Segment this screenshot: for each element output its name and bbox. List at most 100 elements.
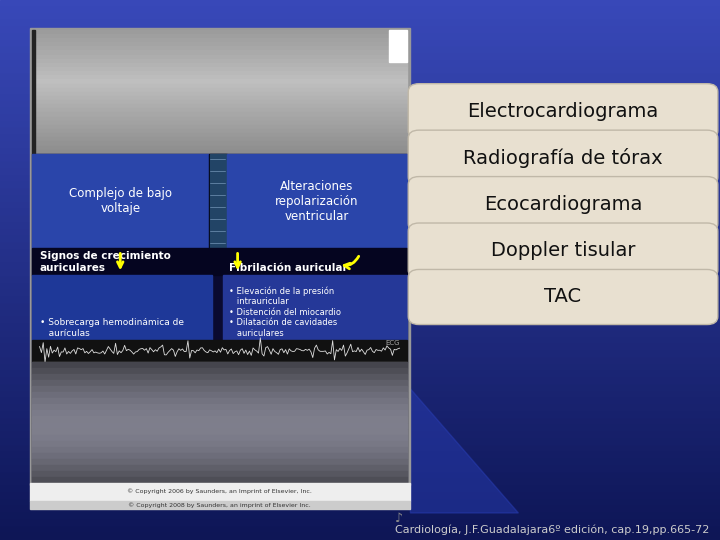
Bar (32, 399, 407, 404)
Bar (0, 135, 720, 141)
Bar (0, 317, 720, 324)
Bar (0, 128, 720, 135)
Bar (32, 79, 407, 84)
Bar (0, 222, 720, 230)
Bar (0, 345, 720, 351)
Bar (32, 477, 407, 483)
FancyBboxPatch shape (408, 223, 718, 278)
Bar (32, 34, 407, 38)
Bar (0, 243, 720, 249)
Bar (30, 501, 410, 509)
Bar (32, 374, 407, 380)
Bar (32, 340, 407, 362)
Bar (30, 483, 410, 501)
Text: Electrocardiograma: Electrocardiograma (467, 102, 659, 121)
Polygon shape (308, 410, 410, 470)
Bar (0, 303, 720, 310)
Bar (32, 129, 407, 133)
Bar (0, 310, 720, 317)
Bar (0, 392, 720, 399)
Bar (0, 183, 720, 189)
Bar (32, 104, 407, 109)
Bar (0, 446, 720, 453)
Bar (32, 423, 407, 429)
Bar (0, 378, 720, 384)
Bar (0, 500, 720, 507)
Bar (32, 453, 407, 459)
Bar (32, 67, 407, 71)
Bar (32, 137, 407, 141)
Bar (32, 46, 407, 50)
Bar (0, 216, 720, 222)
Bar (30, 28, 410, 485)
Text: • Sobrecarga hemodinámica de
   aurículas: • Sobrecarga hemodinámica de aurículas (40, 318, 184, 338)
Bar (32, 100, 407, 104)
Bar (227, 154, 407, 248)
Bar (0, 141, 720, 149)
Bar (0, 351, 720, 357)
Bar (32, 63, 407, 67)
Text: Ecocardiograma: Ecocardiograma (484, 194, 642, 214)
Text: Complejo de bajo
voltaje: Complejo de bajo voltaje (69, 187, 172, 215)
Bar (0, 122, 720, 128)
Bar (32, 416, 407, 422)
Bar (0, 6, 720, 14)
Bar (0, 108, 720, 115)
FancyBboxPatch shape (408, 84, 718, 139)
Bar (0, 27, 720, 33)
Bar (32, 362, 407, 483)
Bar (32, 121, 407, 125)
Bar (0, 330, 720, 338)
Bar (0, 297, 720, 303)
Bar (32, 30, 35, 154)
Bar (0, 202, 720, 209)
Bar (32, 380, 407, 386)
Bar (0, 54, 720, 60)
Bar (32, 92, 407, 96)
Bar (32, 429, 407, 435)
Bar (0, 60, 720, 68)
Bar (0, 418, 720, 426)
Bar (32, 150, 407, 154)
Bar (0, 411, 720, 418)
Bar (0, 0, 720, 6)
Bar (0, 94, 720, 102)
Bar (0, 87, 720, 94)
Bar (0, 284, 720, 291)
Bar (0, 33, 720, 40)
Bar (32, 362, 407, 368)
Bar (32, 248, 407, 275)
Bar (32, 96, 407, 100)
Bar (32, 386, 407, 392)
Bar (32, 154, 209, 248)
Text: © Copyright 2008 by Saunders, an imprint of Elsevier Inc.: © Copyright 2008 by Saunders, an imprint… (128, 503, 311, 508)
Bar (0, 256, 720, 263)
Bar (32, 141, 407, 146)
Bar (32, 38, 407, 42)
Bar (0, 291, 720, 297)
Bar (32, 447, 407, 453)
Bar (32, 50, 407, 55)
Bar (32, 112, 407, 117)
Bar (0, 438, 720, 445)
Bar (32, 404, 407, 410)
Bar (32, 465, 407, 471)
Bar (0, 364, 720, 372)
Bar (0, 168, 720, 176)
Bar (32, 75, 407, 79)
Bar (32, 109, 407, 112)
Bar (32, 459, 407, 465)
Text: Fibrilación auricular: Fibrilación auricular (229, 262, 348, 273)
Bar (0, 372, 720, 378)
Bar (0, 162, 720, 168)
Bar (0, 480, 720, 486)
Bar (0, 47, 720, 54)
Bar (0, 493, 720, 500)
Text: ♪: ♪ (395, 512, 403, 525)
Bar (32, 84, 407, 87)
Bar (0, 338, 720, 345)
Bar (0, 230, 720, 237)
Text: Radiografía de tórax: Radiografía de tórax (463, 147, 663, 168)
Bar (32, 133, 407, 137)
Bar (32, 410, 407, 416)
